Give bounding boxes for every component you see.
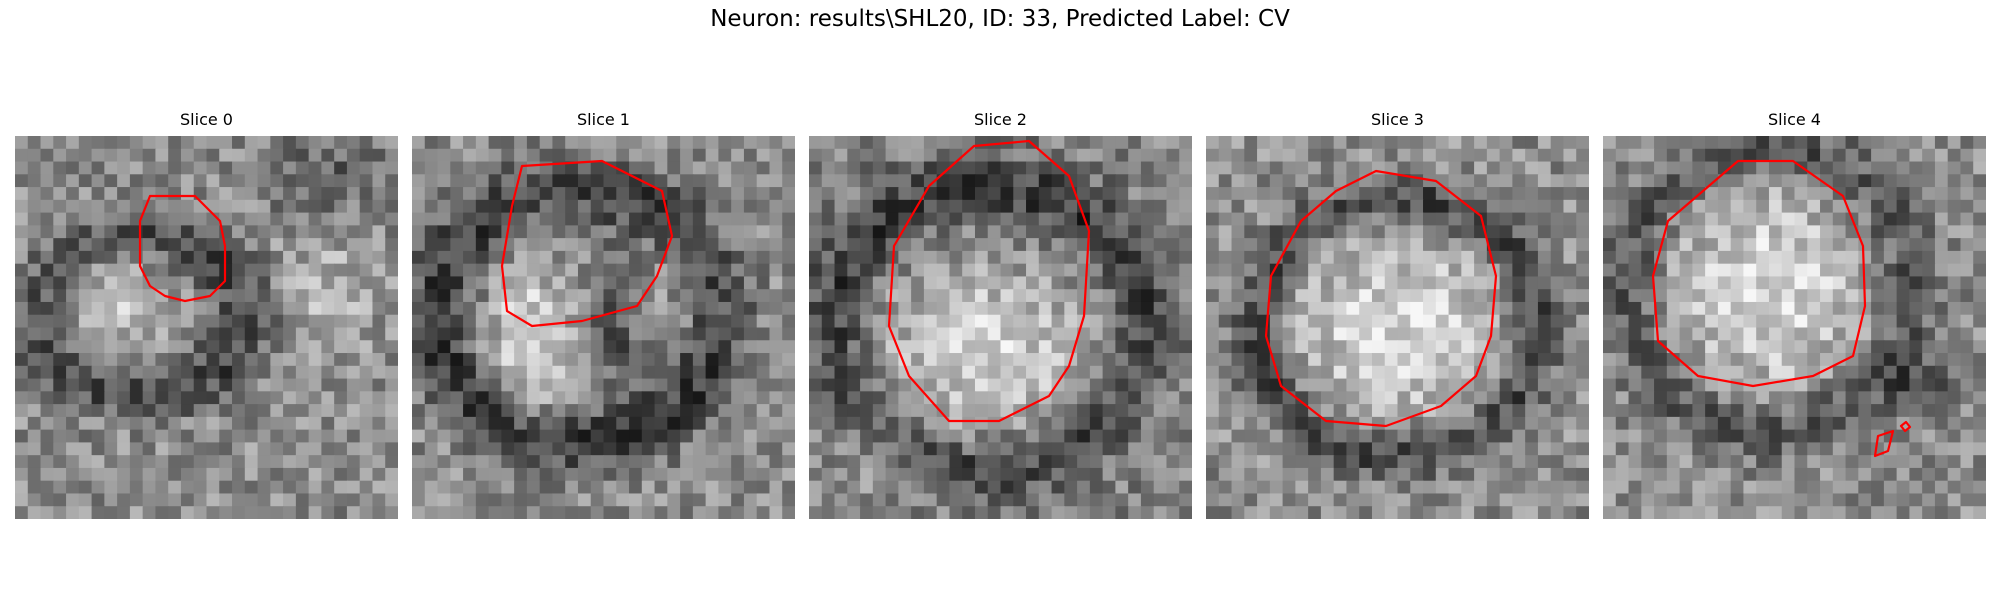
- slice-title: Slice 3: [1371, 110, 1424, 129]
- slice-panel-1: Slice 1: [412, 108, 795, 519]
- segmentation-contour: [1899, 420, 1912, 433]
- slice-image-3: [1206, 136, 1589, 519]
- segmentation-contour: [500, 159, 674, 328]
- slice-title: Slice 4: [1768, 110, 1821, 129]
- segmentation-contour: [887, 139, 1091, 423]
- slice-panel-0: Slice 0: [15, 108, 398, 519]
- segmentation-contour: [1264, 169, 1498, 428]
- slice-image-1: [412, 136, 795, 519]
- segmentation-contour: [1873, 429, 1895, 458]
- slice-title: Slice 0: [180, 110, 233, 129]
- slice-image-2: [809, 136, 1192, 519]
- slice-title: Slice 2: [974, 110, 1027, 129]
- slice-title: Slice 1: [577, 110, 630, 129]
- slice-panel-2: Slice 2: [809, 108, 1192, 519]
- segmentation-contour: [138, 194, 227, 303]
- slice-panel-4: Slice 4: [1603, 108, 1986, 519]
- slice-panel-3: Slice 3: [1206, 108, 1589, 519]
- slice-image-4: [1603, 136, 1986, 519]
- figure-title: Neuron: results\SHL20, ID: 33, Predicted…: [710, 6, 1290, 32]
- segmentation-contour: [1651, 159, 1867, 388]
- slice-image-0: [15, 136, 398, 519]
